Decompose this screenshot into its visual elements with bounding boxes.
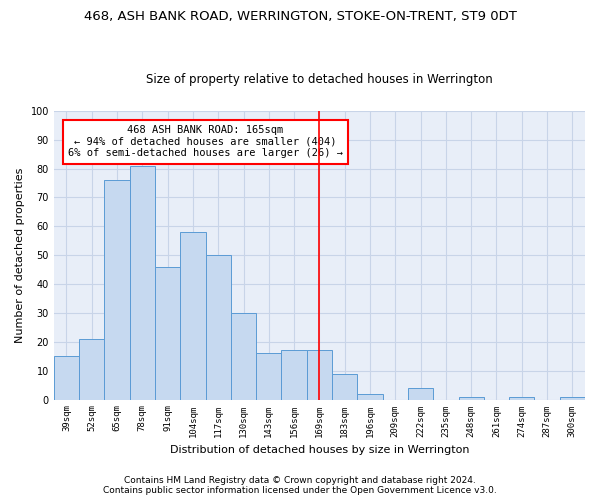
Bar bbox=[408, 388, 433, 400]
Bar bbox=[256, 354, 281, 400]
Text: 468 ASH BANK ROAD: 165sqm
← 94% of detached houses are smaller (404)
6% of semi-: 468 ASH BANK ROAD: 165sqm ← 94% of detac… bbox=[68, 125, 343, 158]
Bar bbox=[560, 396, 585, 400]
Bar bbox=[206, 255, 231, 400]
Y-axis label: Number of detached properties: Number of detached properties bbox=[15, 168, 25, 343]
Bar bbox=[458, 396, 484, 400]
Bar bbox=[231, 313, 256, 400]
Text: Contains HM Land Registry data © Crown copyright and database right 2024.
Contai: Contains HM Land Registry data © Crown c… bbox=[103, 476, 497, 495]
Bar bbox=[281, 350, 307, 400]
Bar bbox=[332, 374, 358, 400]
Bar bbox=[358, 394, 383, 400]
Bar bbox=[130, 166, 155, 400]
Bar bbox=[307, 350, 332, 400]
Bar bbox=[155, 266, 180, 400]
Bar bbox=[54, 356, 79, 400]
Bar bbox=[509, 396, 535, 400]
Title: Size of property relative to detached houses in Werrington: Size of property relative to detached ho… bbox=[146, 73, 493, 86]
Text: 468, ASH BANK ROAD, WERRINGTON, STOKE-ON-TRENT, ST9 0DT: 468, ASH BANK ROAD, WERRINGTON, STOKE-ON… bbox=[83, 10, 517, 23]
Bar bbox=[79, 339, 104, 400]
Bar bbox=[104, 180, 130, 400]
Bar bbox=[180, 232, 206, 400]
X-axis label: Distribution of detached houses by size in Werrington: Distribution of detached houses by size … bbox=[170, 445, 469, 455]
